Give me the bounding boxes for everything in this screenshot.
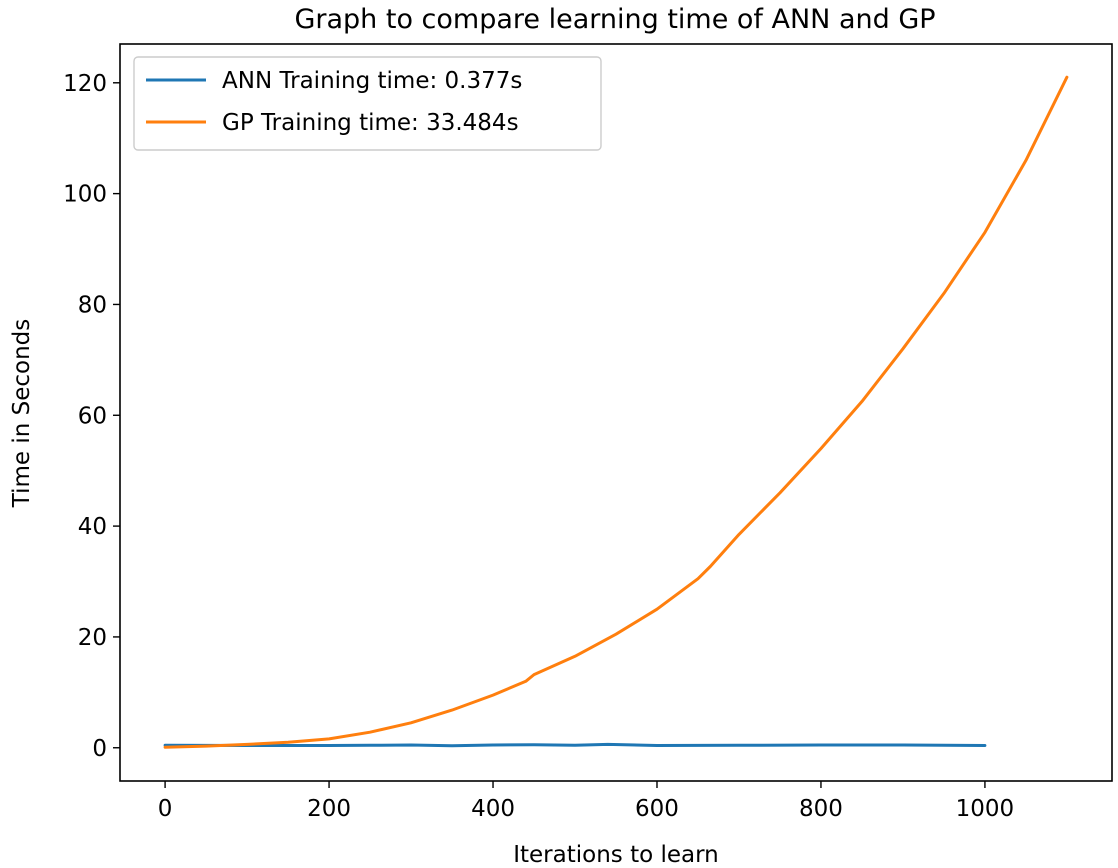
y-tick-label: 120 (63, 71, 107, 97)
x-axis-label: Iterations to learn (513, 842, 719, 868)
legend: ANN Training time: 0.377s GP Training ti… (133, 56, 602, 151)
y-tick-label: 60 (78, 403, 107, 429)
x-tick-label: 1000 (956, 796, 1015, 822)
y-tick-label: 40 (78, 514, 107, 540)
y-tick-label: 0 (92, 736, 107, 762)
x-tick-label: 600 (635, 796, 679, 822)
legend-box (133, 56, 602, 151)
chart-title: Graph to compare learning time of ANN an… (294, 4, 935, 35)
axes-frame (119, 43, 1113, 782)
y-tick-label: 100 (63, 182, 107, 208)
series-line-gp (163, 75, 1069, 749)
y-axis-label: Time in Seconds (9, 319, 35, 509)
x-tick-label: 0 (158, 796, 173, 822)
x-tick-label: 400 (471, 796, 515, 822)
x-tick-label: 800 (799, 796, 843, 822)
legend-label-ann: ANN Training time: 0.377s (222, 68, 522, 94)
x-axis-ticks: 0 200 400 600 800 1000 (158, 781, 1014, 822)
legend-label-gp: GP Training time: 33.484s (222, 110, 519, 136)
y-tick-label: 80 (78, 292, 107, 318)
series-layer (163, 75, 1069, 749)
y-tick-label: 20 (78, 625, 107, 651)
y-axis-ticks: 0 20 40 60 80 100 120 (63, 71, 120, 762)
x-tick-label: 200 (307, 796, 351, 822)
series-line-ann (163, 742, 987, 748)
